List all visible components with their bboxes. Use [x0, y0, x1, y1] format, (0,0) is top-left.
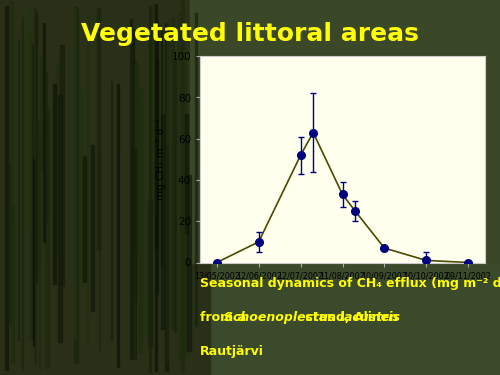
Bar	[166, 23, 168, 371]
Bar	[195, 13, 196, 326]
Bar	[18, 39, 20, 341]
Bar	[149, 6, 151, 372]
Bar	[178, 13, 180, 360]
Bar	[152, 5, 156, 210]
Bar	[38, 120, 40, 266]
Bar	[91, 146, 94, 311]
Bar	[74, 9, 76, 339]
Bar	[46, 110, 49, 368]
Bar	[166, 19, 168, 145]
Bar	[56, 63, 59, 252]
Bar	[8, 164, 10, 324]
Bar	[134, 64, 138, 250]
Text: Schoenoplectus lacustris: Schoenoplectus lacustris	[224, 311, 400, 324]
Bar	[43, 23, 44, 243]
Bar	[149, 43, 150, 370]
Bar	[132, 149, 136, 360]
Bar	[161, 30, 162, 265]
Bar	[39, 134, 40, 369]
Bar	[29, 32, 30, 361]
Bar	[172, 18, 173, 329]
Bar	[117, 84, 119, 367]
Bar	[34, 8, 36, 364]
Bar	[98, 8, 100, 250]
Bar	[148, 200, 152, 347]
Bar	[46, 74, 48, 220]
Bar	[28, 5, 31, 228]
Bar	[180, 1, 184, 371]
Bar	[58, 95, 62, 342]
Text: Rautjärvi: Rautjärvi	[200, 345, 264, 358]
Bar	[174, 61, 176, 332]
Bar	[156, 61, 158, 294]
Bar	[185, 114, 188, 233]
Bar	[4, 6, 8, 370]
Y-axis label: mg CH₄ m⁻² d⁻¹: mg CH₄ m⁻² d⁻¹	[156, 118, 166, 200]
Bar	[156, 4, 157, 371]
Bar	[40, 56, 43, 170]
Bar	[33, 159, 34, 346]
Bar	[130, 19, 132, 359]
Bar	[74, 7, 78, 363]
Text: stand, Alinen: stand, Alinen	[302, 311, 398, 324]
Bar	[60, 45, 64, 286]
Bar	[36, 13, 38, 283]
Bar	[161, 114, 164, 328]
Bar	[155, 21, 158, 249]
Bar	[188, 175, 191, 351]
Text: Seasonal dynamics of CH₄ efflux (mg m⁻² d⁻¹): Seasonal dynamics of CH₄ efflux (mg m⁻² …	[200, 278, 500, 291]
Bar	[133, 29, 134, 248]
Bar	[30, 44, 32, 339]
Bar	[139, 88, 142, 353]
Bar	[9, 1, 13, 228]
Bar	[99, 150, 100, 350]
Bar	[88, 13, 90, 344]
Bar	[110, 81, 112, 340]
Bar	[182, 58, 186, 354]
Bar	[190, 0, 500, 262]
Bar	[0, 0, 210, 375]
Bar	[134, 60, 137, 297]
Bar	[11, 205, 14, 363]
Bar	[54, 84, 56, 284]
Text: from a: from a	[200, 311, 250, 324]
Text: Vegetated littoral areas: Vegetated littoral areas	[81, 22, 419, 46]
Bar	[78, 89, 82, 285]
Bar	[166, 41, 168, 363]
Bar	[84, 156, 86, 282]
Bar	[126, 153, 128, 360]
